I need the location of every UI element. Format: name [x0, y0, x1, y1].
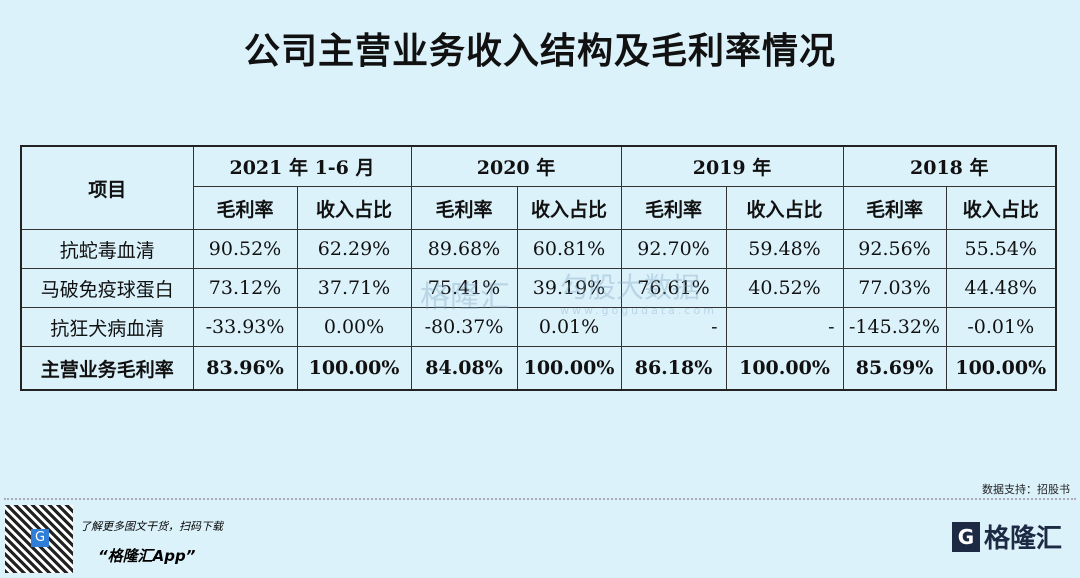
row-label: 主营业务毛利率: [20, 346, 194, 391]
table-cell: -: [725, 307, 844, 347]
table-row: 抗狂犬病血清 -33.93% 0.00% -80.37% 0.01% - - -145.32%…: [20, 307, 1057, 347]
item-header: 项目: [20, 145, 194, 230]
period-header: 2021 年 1-6 月: [192, 145, 412, 187]
table-cell: 100.00%: [945, 346, 1057, 391]
table-cell: 37.71%: [296, 268, 412, 308]
brand-logo: G 格隆汇: [951, 518, 1062, 555]
table-cell: 44.48%: [945, 268, 1057, 308]
promo-app-name: “格隆汇App”: [98, 547, 196, 565]
period-header: 2018 年: [842, 145, 1057, 187]
table-cell: 84.08%: [410, 346, 518, 391]
table-cell: 75.41%: [410, 268, 518, 308]
table-cell: 92.56%: [842, 229, 947, 269]
table-row: 马破免疫球蛋白 73.12% 37.71% 75.41% 39.19% 76.61% 40.…: [20, 268, 1057, 308]
table-cell: 77.03%: [842, 268, 947, 308]
table-cell: 55.54%: [945, 229, 1057, 269]
table-cell: -0.01%: [945, 307, 1057, 347]
period-header: 2020 年: [410, 145, 622, 187]
sub-header: 毛利率: [410, 186, 518, 230]
table-cell: 83.96%: [192, 346, 298, 391]
row-label: 马破免疫球蛋白: [20, 268, 194, 308]
period-header: 2019 年: [620, 145, 844, 187]
sub-header: 毛利率: [192, 186, 298, 230]
table-cell: 100.00%: [516, 346, 622, 391]
table-cell: 100.00%: [725, 346, 844, 391]
page-title: 公司主营业务收入结构及毛利率情况: [243, 31, 836, 72]
logo-g-icon: G: [951, 521, 980, 552]
table-row: 主营业务毛利率 83.96% 100.00% 84.08% 100.00% 86.18% 1…: [20, 346, 1057, 391]
table-cell: 60.81%: [516, 229, 622, 269]
table-cell: 90.52%: [192, 229, 298, 269]
sub-header: 毛利率: [620, 186, 727, 230]
table-cell: 40.52%: [725, 268, 844, 308]
table-cell: 89.68%: [410, 229, 518, 269]
table-cell: 39.19%: [516, 268, 622, 308]
sub-header: 收入占比: [296, 186, 412, 230]
watermark-text: 勾股大数据: [560, 271, 701, 304]
table-cell: 85.69%: [842, 346, 947, 391]
gross-margin-table: 项目 2021 年 1-6 月 2020 年 2019 年 2018 年 毛利率…: [20, 145, 1057, 391]
table-cell: -80.37%: [410, 307, 518, 347]
sub-header: 毛利率: [842, 186, 947, 230]
qr-code: G: [5, 505, 73, 573]
watermark-site: www.gogudata.com: [560, 304, 717, 317]
divider: [4, 498, 1076, 500]
logo-text: 格隆汇: [983, 524, 1062, 554]
table-cell: 62.29%: [296, 229, 412, 269]
table-cell: 0.00%: [296, 307, 412, 347]
table-row: 抗蛇毒血清 90.52% 62.29% 89.68% 60.81% 92.70% 59.48…: [20, 229, 1057, 269]
sub-header: 收入占比: [725, 186, 844, 230]
app-logo-icon: G: [31, 529, 49, 547]
table-cell: 59.48%: [725, 229, 844, 269]
row-label: 抗蛇毒血清: [20, 229, 194, 269]
table-cell: 100.00%: [296, 346, 412, 391]
watermark-brand: 格隆汇: [420, 280, 510, 315]
sub-header: 收入占比: [945, 186, 1057, 230]
table-cell: 73.12%: [192, 268, 298, 308]
promo-text: 了解更多图文干货，扫码下载: [80, 520, 223, 533]
row-label: 抗狂犬病血清: [20, 307, 194, 347]
table-cell: 92.70%: [620, 229, 727, 269]
table-cell: -145.32%: [842, 307, 947, 347]
table-cell: -33.93%: [192, 307, 298, 347]
table-cell: 86.18%: [620, 346, 727, 391]
data-source: 数据支持：招股书: [982, 483, 1070, 496]
sub-header: 收入占比: [516, 186, 622, 230]
